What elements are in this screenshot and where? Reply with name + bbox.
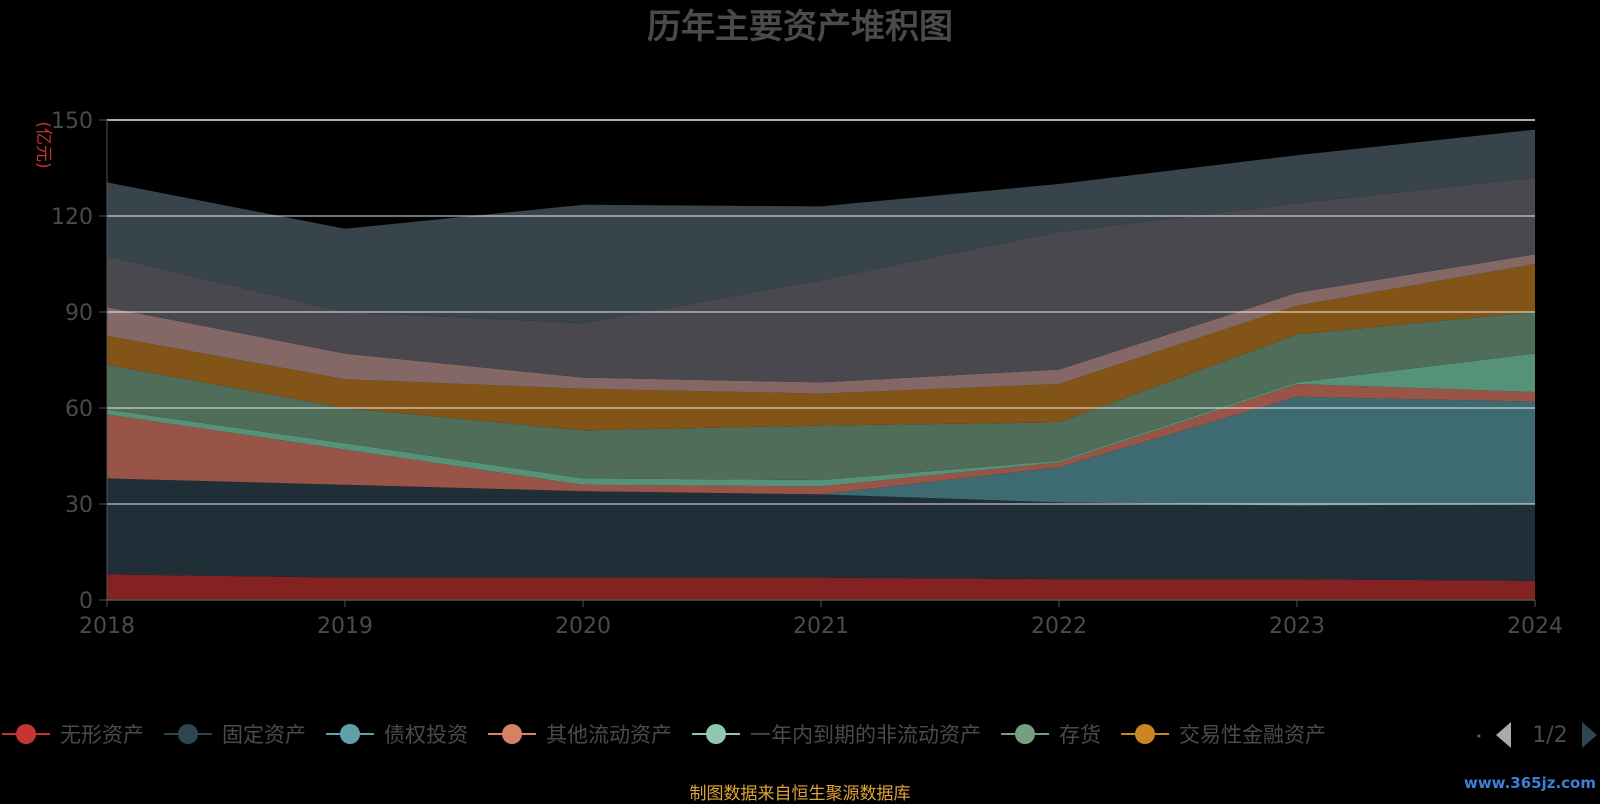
- gridlines: [107, 119, 1535, 505]
- x-tick-label: 2021: [793, 614, 849, 639]
- legend-marker-icon: [1015, 724, 1035, 744]
- legend-overflow-dot: [1477, 734, 1481, 738]
- x-tick-label: 2018: [79, 614, 135, 639]
- legend-marker-icon: [1135, 724, 1155, 744]
- legend-item[interactable]: 无形资产: [2, 723, 144, 747]
- legend-marker-icon: [178, 724, 198, 744]
- y-tick-label: 150: [51, 109, 93, 134]
- area-series-7[interactable]: [107, 264, 1535, 431]
- y-axis-unit-label: (亿元): [33, 121, 53, 168]
- x-tick-label: 2024: [1507, 614, 1563, 639]
- y-tick-label: 120: [51, 205, 93, 230]
- legend-label: 存货: [1059, 723, 1101, 747]
- x-tick-label: 2023: [1269, 614, 1325, 639]
- legend-item[interactable]: 债权投资: [326, 723, 468, 747]
- y-axis: 0 30 60 90 120 150: [51, 109, 108, 614]
- area-series-10[interactable]: [107, 129, 1535, 324]
- legend-marker-icon: [340, 724, 360, 744]
- x-tick-label: 2022: [1031, 614, 1087, 639]
- area-layers: [107, 129, 1535, 600]
- legend-marker-icon: [706, 724, 726, 744]
- legend-item[interactable]: 一年内到期的非流动资产: [692, 723, 981, 747]
- legend-prev-page-icon[interactable]: [1496, 722, 1511, 748]
- legend-item[interactable]: 固定资产: [164, 723, 306, 747]
- legend-next-page-icon[interactable]: [1582, 722, 1597, 748]
- legend-label: 固定资产: [222, 723, 306, 747]
- y-tick-label: 90: [65, 301, 93, 326]
- watermark: www.365jz.com: [1463, 774, 1596, 792]
- legend-marker-icon: [502, 724, 522, 744]
- legend-label: 一年内到期的非流动资产: [750, 723, 981, 747]
- area-series-1[interactable]: [107, 574, 1535, 600]
- x-tick-label: 2020: [555, 614, 611, 639]
- data-source-note: 制图数据来自恒生聚源数据库: [689, 784, 911, 804]
- y-tick-label: 0: [79, 589, 93, 614]
- area-series-4[interactable]: [107, 384, 1535, 495]
- legend: 无形资产 固定资产 债权投资 其他流动资产 一年内到期的非流动资产 存货 交易性金融资产 1/…: [2, 722, 1597, 748]
- x-tick-label: 2019: [317, 614, 373, 639]
- legend-item[interactable]: 其他流动资产: [488, 723, 672, 747]
- legend-label: 无形资产: [60, 723, 144, 747]
- legend-label: 债权投资: [384, 723, 468, 747]
- chart-title: 历年主要资产堆积图: [647, 7, 953, 47]
- legend-marker-icon: [16, 724, 36, 744]
- legend-page-indicator: 1/2: [1532, 723, 1567, 748]
- x-axis: 2018 2019 2020 2021 2022 2023 2024: [79, 599, 1563, 639]
- legend-item[interactable]: 存货: [1001, 723, 1101, 747]
- area-series-6[interactable]: [107, 312, 1535, 480]
- legend-label: 交易性金融资产: [1179, 723, 1326, 747]
- y-tick-label: 60: [65, 397, 93, 422]
- area-series-3[interactable]: [107, 396, 1535, 506]
- legend-label: 其他流动资产: [546, 723, 672, 747]
- y-tick-label: 30: [65, 493, 93, 518]
- legend-item[interactable]: 交易性金融资产: [1121, 723, 1326, 747]
